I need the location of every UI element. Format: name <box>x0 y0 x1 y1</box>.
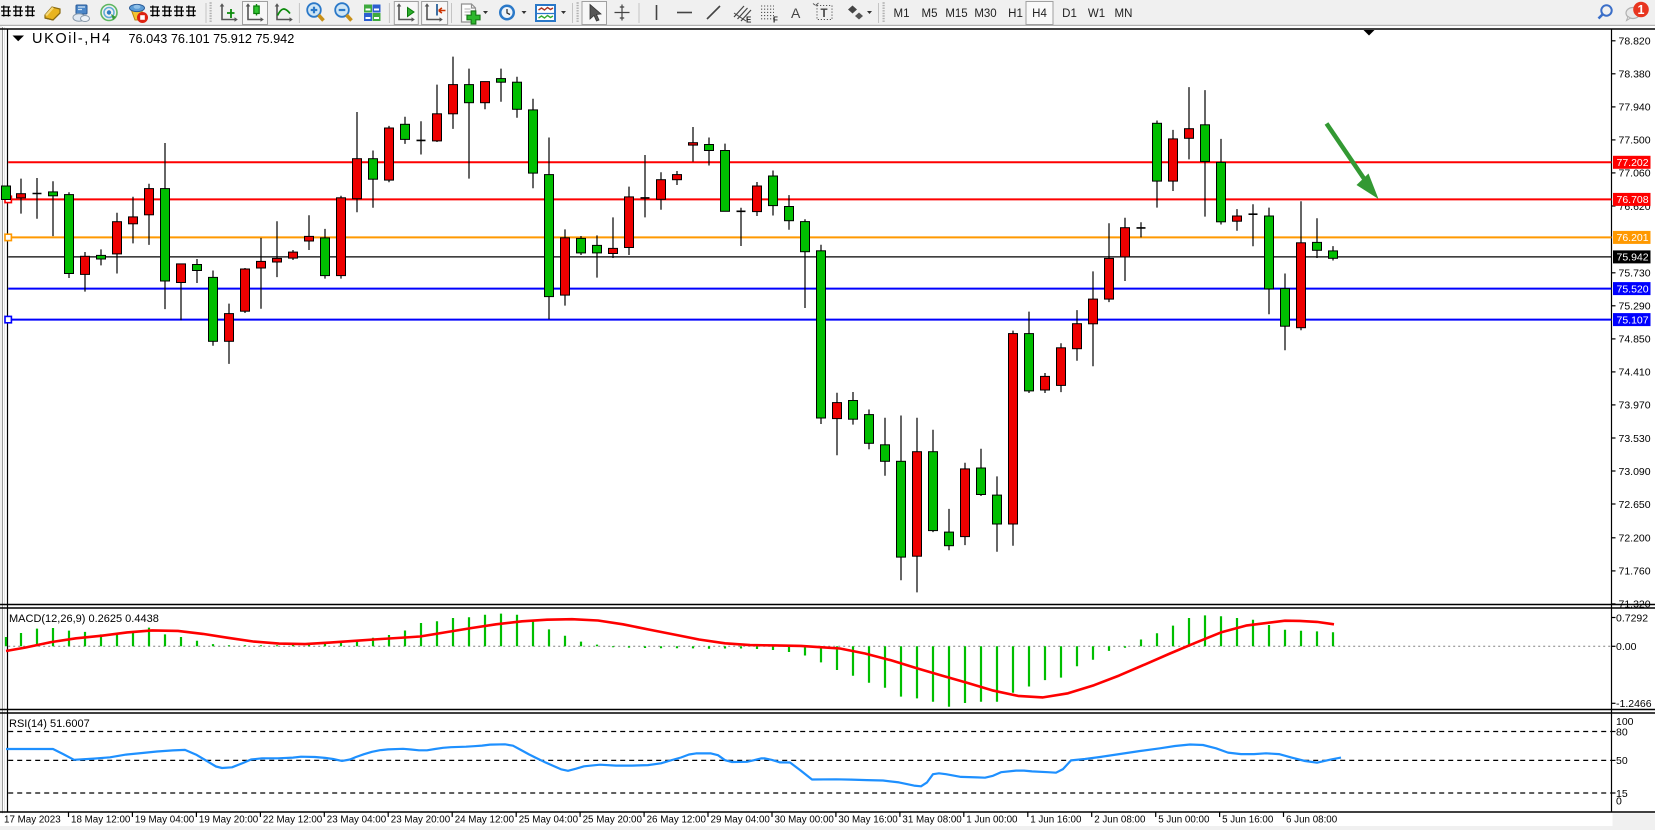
svg-text:77.940: 77.940 <box>1619 102 1651 114</box>
svg-text:M30: M30 <box>974 8 996 20</box>
svg-text:30 May 16:00: 30 May 16:00 <box>838 815 898 826</box>
svg-text:25 May 04:00: 25 May 04:00 <box>519 815 579 826</box>
svg-text:73.530: 73.530 <box>1619 433 1651 445</box>
svg-text:76.201: 76.201 <box>1617 232 1649 244</box>
svg-text:M15: M15 <box>945 8 967 20</box>
svg-text:M1: M1 <box>894 8 910 20</box>
svg-text:RSI(14) 51.6007: RSI(14) 51.6007 <box>9 718 90 730</box>
svg-text:73.970: 73.970 <box>1619 400 1651 412</box>
svg-text:5 Jun 00:00: 5 Jun 00:00 <box>1158 815 1210 826</box>
svg-text:71.760: 71.760 <box>1619 566 1651 578</box>
svg-text:80: 80 <box>1616 726 1628 738</box>
svg-text:23 May 20:00: 23 May 20:00 <box>391 815 451 826</box>
svg-text:24 May 12:00: 24 May 12:00 <box>455 815 515 826</box>
svg-text:19 May 20:00: 19 May 20:00 <box>199 815 259 826</box>
svg-text:D1: D1 <box>1062 8 1077 20</box>
svg-text:5 Jun 16:00: 5 Jun 16:00 <box>1222 815 1274 826</box>
svg-text:30 May 00:00: 30 May 00:00 <box>775 815 835 826</box>
svg-text:1 Jun 16:00: 1 Jun 16:00 <box>1030 815 1082 826</box>
svg-text:MACD(12,26,9) 0.2625 0.4438: MACD(12,26,9) 0.2625 0.4438 <box>9 613 159 625</box>
svg-text:26 May 12:00: 26 May 12:00 <box>647 815 707 826</box>
svg-text:100: 100 <box>1616 716 1634 728</box>
svg-text:18 May 12:00: 18 May 12:00 <box>71 815 131 826</box>
svg-text:1 Jun 00:00: 1 Jun 00:00 <box>966 815 1018 826</box>
svg-text:6 Jun 08:00: 6 Jun 08:00 <box>1286 815 1338 826</box>
svg-text:31 May 08:00: 31 May 08:00 <box>902 815 962 826</box>
svg-text:MN: MN <box>1115 8 1133 20</box>
svg-text:77.202: 77.202 <box>1617 157 1649 169</box>
svg-text:1: 1 <box>1638 3 1645 17</box>
svg-text:73.090: 73.090 <box>1619 466 1651 478</box>
svg-text:25 May 20:00: 25 May 20:00 <box>583 815 643 826</box>
svg-text:H4: H4 <box>1032 8 1047 20</box>
svg-text:29 May 04:00: 29 May 04:00 <box>711 815 771 826</box>
svg-text:-1.2466: -1.2466 <box>1616 698 1652 710</box>
svg-text:78.380: 78.380 <box>1619 69 1651 81</box>
svg-text:76.043 76.101 75.912 75.942: 76.043 76.101 75.912 75.942 <box>129 32 295 46</box>
svg-text:2 Jun 08:00: 2 Jun 08:00 <box>1094 815 1146 826</box>
svg-text:50: 50 <box>1616 755 1628 767</box>
svg-text:74.410: 74.410 <box>1619 367 1651 379</box>
svg-text:75.942: 75.942 <box>1617 252 1649 264</box>
svg-text:72.200: 72.200 <box>1619 533 1651 545</box>
svg-text:77.060: 77.060 <box>1619 168 1651 180</box>
svg-text:T: T <box>821 8 828 20</box>
svg-text:19 May 04:00: 19 May 04:00 <box>135 815 195 826</box>
svg-text:75.107: 75.107 <box>1617 314 1649 326</box>
svg-text:E: E <box>746 16 752 25</box>
svg-text:UKOil-,H4: UKOil-,H4 <box>32 31 112 47</box>
svg-text:0.7292: 0.7292 <box>1616 612 1648 624</box>
svg-text:75.730: 75.730 <box>1619 268 1651 280</box>
svg-text:0: 0 <box>1616 795 1622 807</box>
svg-text:M5: M5 <box>922 8 938 20</box>
svg-text:17 May 2023: 17 May 2023 <box>4 815 61 826</box>
svg-text:22 May 12:00: 22 May 12:00 <box>263 815 323 826</box>
svg-text:75.520: 75.520 <box>1617 283 1649 295</box>
svg-text:74.850: 74.850 <box>1619 334 1651 346</box>
svg-text:H1: H1 <box>1008 8 1023 20</box>
svg-text:W1: W1 <box>1088 8 1105 20</box>
svg-text:F: F <box>773 16 778 25</box>
svg-text:77.500: 77.500 <box>1619 135 1651 147</box>
svg-text:71.320: 71.320 <box>1619 599 1651 611</box>
svg-text:76.708: 76.708 <box>1617 194 1649 206</box>
svg-text:15: 15 <box>1616 788 1628 800</box>
svg-text:78.820: 78.820 <box>1619 36 1651 48</box>
svg-text:A: A <box>791 5 801 21</box>
svg-text:0.00: 0.00 <box>1616 641 1637 653</box>
svg-text:23 May 04:00: 23 May 04:00 <box>327 815 387 826</box>
svg-text:75.290: 75.290 <box>1619 301 1651 313</box>
svg-text:72.650: 72.650 <box>1619 499 1651 511</box>
